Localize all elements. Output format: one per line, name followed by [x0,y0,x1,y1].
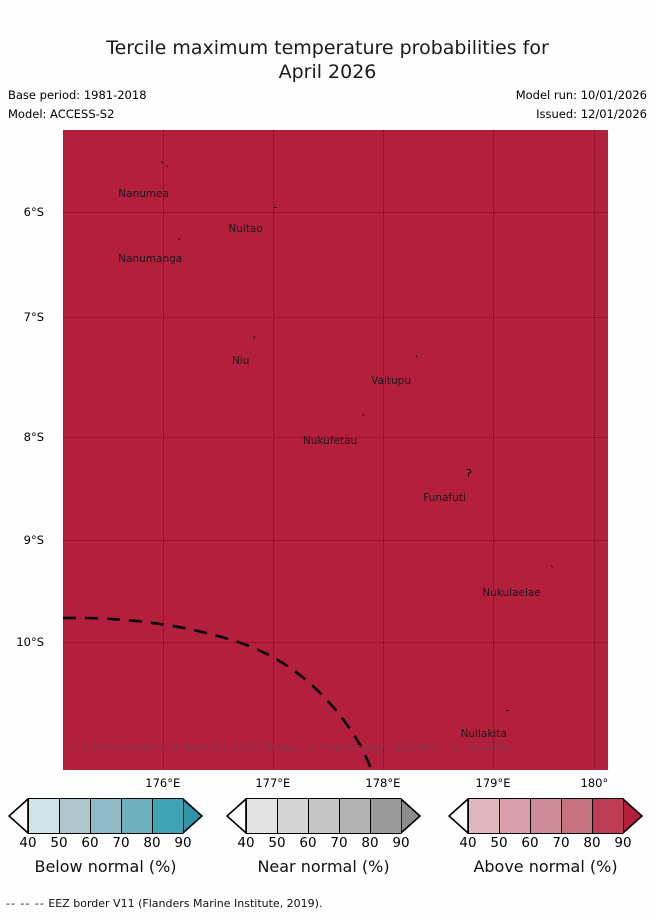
colorbar-tick: 50 [268,835,286,851]
title-line-2: April 2026 [278,61,377,83]
colorbar-max-arrow [623,798,643,834]
copyright-text: © Commonwealth of Australia 2026, Bureau… [69,742,512,754]
colorbar-tick: 70 [330,835,348,851]
colorbar-cell [340,799,371,833]
island-shape-marker: ˉ [272,204,279,218]
island-label-nukulaelae: Nukulaelae [482,586,541,599]
island-shape-marker: ˋ [549,564,556,578]
colorbar-cell [278,799,309,833]
eez-border-line [63,616,373,770]
colorbar-tick: 50 [490,835,508,851]
eez-dash-sample: -- -- -- [6,897,45,910]
colorbar-cell [246,799,278,833]
colorbar-max-arrow [401,798,421,834]
colorbar-tick: 40 [237,835,255,851]
island-shape-marker: ˊ [360,413,366,427]
colorbar-title: Below normal (%) [34,857,177,876]
colorbar-tick: 40 [19,835,37,851]
colorbar-max-arrow [183,798,203,834]
island-label-nukufetau: Nukufetau [302,434,358,447]
colorbar-tick: 70 [552,835,570,851]
colorbar-cell [500,799,531,833]
colorbar-min-arrow [448,798,468,834]
colorbar-strip [226,798,421,834]
colorbar-cell [593,799,623,833]
island-label-funafuti: Funafuti [423,491,466,504]
base-period-text: Base period: 1981-2018 [8,88,147,102]
colorbar-tick: 90 [614,835,632,851]
colorbar-cell [91,799,122,833]
colorbar-tick: 80 [361,835,379,851]
colorbar-min-arrow [226,798,246,834]
colorbar-cell [28,799,60,833]
longitude-tick-label: 177°E [255,776,291,790]
metadata-left: Base period: 1981-2018 Model: ACCESS-S2 [8,86,147,124]
colorbar-cell [531,799,562,833]
island-shape-marker: ˋ· [160,159,169,173]
eez-footer-text: EEZ border V11 (Flanders Marine Institut… [48,897,323,910]
colorbar-cells [468,798,623,834]
colorbar-tick-labels: 40 50 60 70 80 90 [448,835,643,855]
island-shape-marker: · [177,233,181,247]
colorbar-cell [562,799,593,833]
colorbar-tick: 60 [521,835,539,851]
colorbar-below-normal: 40 50 60 70 80 90 Below normal (%) [8,798,203,876]
longitude-tick-label: 180° [580,776,609,790]
map-plot-area: ˋ· Nanumea ˉ Nuitao · Nanumanga ´ Niu ˋ Vaitupu ˊ N… [63,130,608,770]
colorbar-strip [448,798,643,834]
title-line-1: Tercile maximum temperature probabilitie… [106,37,549,59]
colorbar-above-normal: 40 50 60 70 80 90 Above normal (%) [448,798,643,876]
island-label-vaitupu: Vaitupu [371,375,411,388]
page-title: Tercile maximum temperature probabilitie… [0,36,655,84]
model-run-text: Model run: 10/01/2026 [515,88,647,102]
issued-text: Issued: 12/01/2026 [536,107,647,121]
latitude-tick-label: 8°S [23,429,44,444]
island-shape-marker: ´ [251,335,257,349]
island-label-nanumea: Nanumea [118,187,170,200]
colorbar-tick: 60 [81,835,99,851]
colorbar-tick: 60 [299,835,317,851]
colorbar-cells [246,798,401,834]
metadata-right: Model run: 10/01/2026 Issued: 12/01/2026 [516,86,647,124]
longitude-tick-label: 178°E [365,776,401,790]
colorbar-tick: 70 [112,835,130,851]
colorbar-min-arrow [8,798,28,834]
colorbar-cells [28,798,183,834]
colorbar-tick: 80 [143,835,161,851]
colorbar-tick: 80 [583,835,601,851]
colorbar-tick: 40 [459,835,477,851]
colorbar-tick-labels: 40 50 60 70 80 90 [8,835,203,855]
colorbar-tick: 90 [392,835,410,851]
footer-note: -- -- -- EEZ border V11 (Flanders Marine… [6,897,322,910]
colorbar-cell [60,799,91,833]
island-label-nuilakita: Nuilakita [460,727,507,740]
island-label-nanumanga: Nanumanga [118,252,183,265]
longitude-tick-label: 176°E [145,776,181,790]
longitude-tick-label: 179°E [475,776,511,790]
island-shape-marker: ˋ [414,354,421,368]
island-shape-marker: ¯ [504,708,510,722]
island-label-niu: Niu [231,355,250,368]
island-label-nuitao: Nuitao [228,222,263,235]
colorbar-cell [122,799,153,833]
colorbar-tick: 90 [174,835,192,851]
colorbar-cell [309,799,340,833]
latitude-tick-label: 9°S [23,533,44,548]
colorbar-title: Near normal (%) [257,857,390,876]
colorbar-title: Above normal (%) [473,857,618,876]
island-shape-marker: ʔ [466,466,472,480]
colorbar-tick-labels: 40 50 60 70 80 90 [226,835,421,855]
model-text: Model: ACCESS-S2 [8,107,115,121]
colorbar-strip [8,798,203,834]
colorbar-cell [468,799,500,833]
colorbar-near-normal: 40 50 60 70 80 90 Near normal (%) [226,798,421,876]
colorbar-cell [153,799,183,833]
colorbar-tick: 50 [50,835,68,851]
latitude-tick-label: 7°S [23,309,44,324]
colorbar-cell [371,799,401,833]
latitude-tick-label: 10°S [16,635,44,649]
latitude-tick-label: 6°S [23,204,44,219]
